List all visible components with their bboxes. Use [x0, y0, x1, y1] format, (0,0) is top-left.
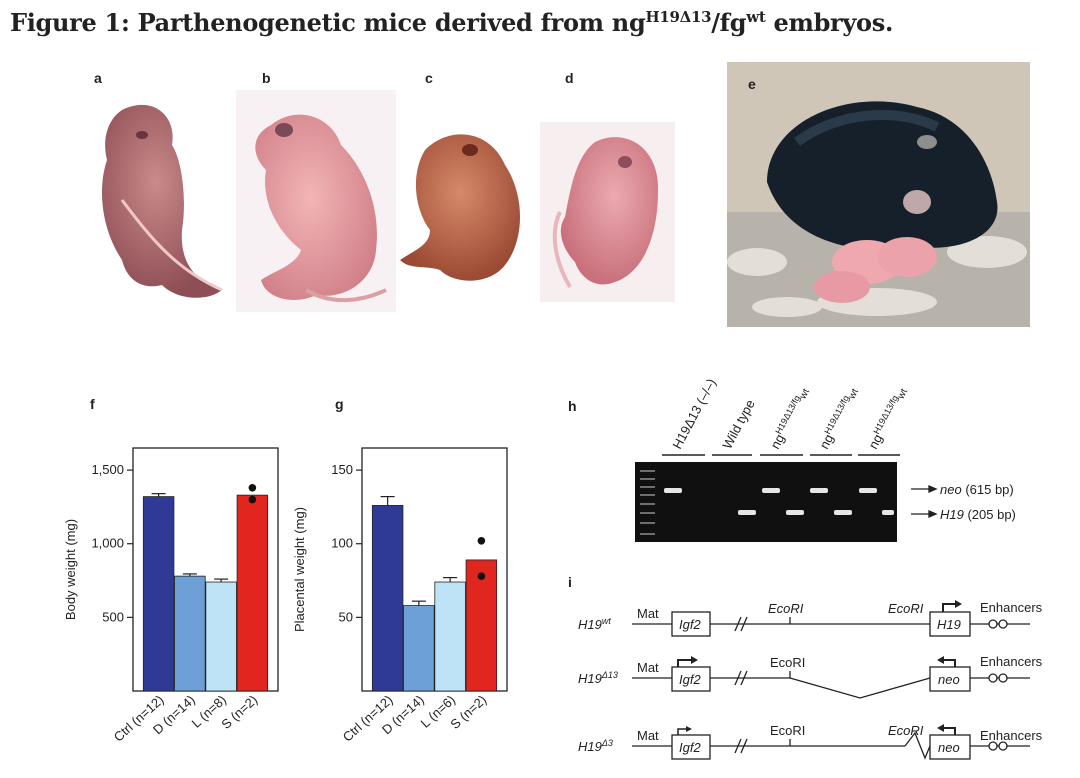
- data-point: [477, 536, 486, 545]
- row2-enhancers: Enhancers: [980, 654, 1043, 669]
- mouse-with-pups-photo-e: [727, 62, 1030, 327]
- data-point: [477, 572, 486, 580]
- row1-mat: Mat: [637, 606, 659, 621]
- bar: [142, 496, 175, 692]
- row3-igf2: Igf2: [679, 740, 701, 755]
- y-axis-label: Body weight (mg): [63, 519, 78, 620]
- row1-igf2: Igf2: [679, 617, 701, 632]
- row3-ecori-2: EcoRI: [888, 723, 924, 738]
- y-tick-label: 1,000: [91, 536, 124, 551]
- panel-label-b: b: [262, 70, 271, 86]
- panel-label-i: i: [568, 574, 572, 590]
- bar: [174, 575, 206, 692]
- row1-ecori-1: EcoRI: [768, 601, 804, 616]
- bar: [403, 605, 435, 692]
- y-axis-label: Placental weight (mg): [292, 507, 307, 632]
- data-point: [248, 483, 257, 492]
- y-tick-label: 150: [331, 462, 353, 477]
- bar: [465, 559, 498, 692]
- row3-ecori-1: EcoRI: [770, 723, 805, 738]
- band-h19-label: H19 (205 bp): [940, 507, 1016, 522]
- pup-photo-a: [102, 104, 223, 298]
- panel-label-f: f: [90, 396, 95, 412]
- panel-label-g: g: [335, 396, 344, 412]
- figure-title: Figure 1: Parthenogenetic mice derived f…: [10, 8, 894, 37]
- row3-mat: Mat: [637, 728, 659, 743]
- row1-h19-box: H19: [937, 617, 961, 632]
- gel-ladder: [640, 470, 655, 535]
- row2-neo-box: neo: [938, 672, 960, 687]
- panel-label-e: e: [748, 76, 756, 92]
- row3-label: H19Δ3: [578, 738, 613, 754]
- bar: [371, 505, 404, 692]
- pup-photo-d: [540, 122, 675, 302]
- y-tick-label: 1,500: [91, 462, 124, 477]
- row1-enhancers: Enhancers: [980, 600, 1043, 615]
- y-tick-label: 50: [339, 609, 353, 624]
- pup-photo-c: [400, 134, 520, 281]
- data-point: [248, 495, 257, 504]
- panel-label-h: h: [568, 398, 577, 414]
- band-neo-label: neo (615 bp): [940, 482, 1014, 497]
- panel-label-c: c: [425, 70, 433, 86]
- row1-label: H19wt: [578, 616, 611, 632]
- row2-ecori: EcoRI: [770, 655, 805, 670]
- row3-enhancers: Enhancers: [980, 728, 1043, 743]
- panel-label-d: d: [565, 70, 574, 86]
- gel-bands: [664, 488, 894, 515]
- y-tick-label: 500: [102, 609, 124, 624]
- bar: [205, 581, 237, 692]
- row2-label: H19Δ13: [578, 670, 618, 686]
- row3-neo-box: neo: [938, 740, 960, 755]
- pup-photo-b: [236, 90, 396, 312]
- row2-igf2: Igf2: [679, 672, 701, 687]
- gel-image: [635, 462, 897, 542]
- panel-label-a: a: [94, 70, 102, 86]
- gel-arrows: [911, 485, 938, 518]
- row1-ecori-2: EcoRI: [888, 601, 924, 616]
- bar: [236, 494, 269, 692]
- y-tick-label: 100: [331, 536, 353, 551]
- row2-mat: Mat: [637, 660, 659, 675]
